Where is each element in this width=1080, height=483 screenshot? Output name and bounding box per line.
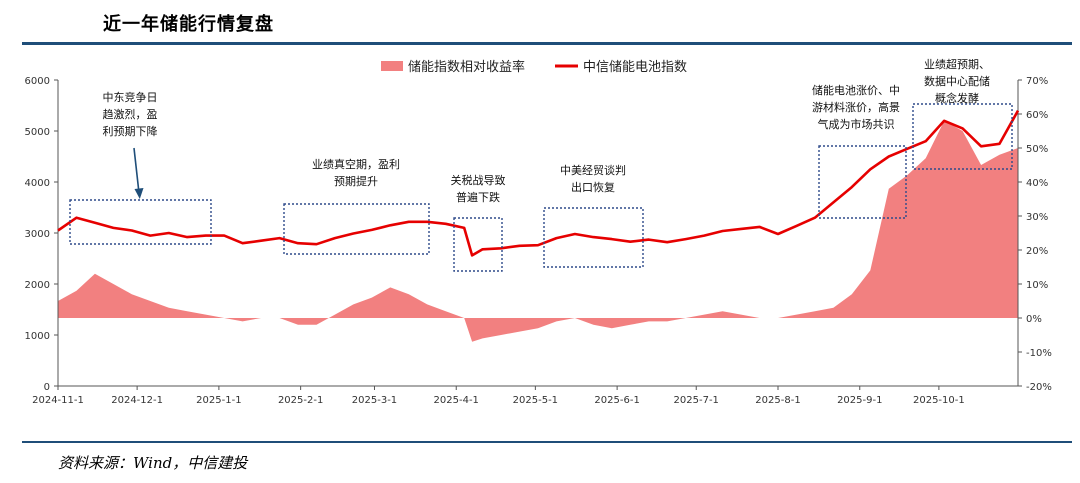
x-tick-label: 2025-5-1: [513, 395, 558, 406]
annotation-text: 普遍下跌: [456, 190, 500, 204]
index-line: [57, 109, 1020, 257]
annotation-box: [543, 207, 644, 268]
legend: 储能指数相对收益率 中信储能电池指数: [381, 59, 687, 75]
right-tick-label: 20%: [1026, 246, 1048, 257]
source-note: 资料来源：Wind，中信建投: [58, 454, 248, 472]
annotation-text: 中美经贸谈判: [560, 164, 626, 177]
annotation-text: 业绩超预期、: [924, 57, 990, 71]
right-tick-label: 40%: [1026, 178, 1048, 189]
annotation-arrowhead: [134, 188, 144, 199]
annotation-box: [912, 103, 1013, 170]
annotation-text: 游材料涨价，高景: [812, 100, 900, 114]
x-tick-label: 2025-4-1: [434, 395, 479, 406]
annotation-text: 趋激烈，盈: [103, 107, 158, 121]
legend-line-label: 中信储能电池指数: [583, 60, 687, 75]
annotation-box: [453, 217, 503, 272]
right-tick-label: 0%: [1026, 314, 1042, 325]
left-tick-label: 3000: [25, 229, 50, 240]
excess-return-area: [58, 120, 1018, 342]
right-tick-label: -10%: [1026, 348, 1052, 359]
x-tick-label: 2025-6-1: [594, 395, 639, 406]
left-tick-label: 2000: [25, 280, 50, 291]
annotation-text: 利预期下降: [103, 124, 158, 138]
left-tick-label: 6000: [25, 76, 50, 87]
annotation-text: 关税战导致: [451, 173, 506, 187]
x-tick-label: 2025-2-1: [278, 395, 323, 406]
annotation-text: 预期提升: [334, 175, 378, 188]
excess-return-area-layer: [58, 120, 1018, 342]
x-tick-label: 2025-1-1: [196, 395, 241, 406]
top-divider: [22, 42, 1072, 45]
annotation-text: 中东竞争日: [103, 90, 158, 104]
annotation-arrow: [133, 147, 140, 194]
right-tick-label: 30%: [1026, 212, 1048, 223]
x-tick-label: 2025-9-1: [837, 395, 882, 406]
legend-area-label: 储能指数相对收益率: [408, 59, 525, 75]
x-tick-label: 2025-8-1: [755, 395, 800, 406]
annotation-box: [69, 199, 212, 245]
bottom-divider: [22, 441, 1072, 443]
annotation-text: 概念发酵: [935, 91, 979, 105]
right-tick-label: 60%: [1026, 110, 1048, 121]
left-tick-label: 5000: [25, 127, 50, 138]
right-tick-label: 50%: [1026, 144, 1048, 155]
annotation-text: 出口恢复: [571, 180, 615, 194]
page-title: 近一年储能行情复盘: [103, 14, 274, 35]
left-tick-label: 4000: [25, 178, 50, 189]
chart: 0 1000 2000 3000 4000 5000 6000 -20% -10% 0% 10% 20…: [25, 57, 1052, 406]
x-tick-label: 2025-7-1: [674, 395, 719, 406]
x-tick-label: 2025-10-1: [913, 395, 965, 406]
index-line-layer: [57, 109, 1020, 257]
right-tick-label: 70%: [1026, 76, 1048, 87]
annotation-text: 数据中心配储: [924, 74, 990, 88]
annotation-text: 业绩真空期，盈利: [312, 157, 400, 171]
annotation-text: 气成为市场共识: [818, 117, 895, 131]
annotation-box: [283, 203, 430, 255]
annotation-text: 储能电池涨价、中: [812, 83, 900, 97]
x-tick-label: 2024-12-1: [111, 395, 163, 406]
annotation-box: [818, 145, 907, 219]
legend-area-swatch: [381, 61, 403, 71]
left-tick-label: 1000: [25, 331, 50, 342]
right-tick-label: 10%: [1026, 280, 1048, 291]
axes-layer: 0 1000 2000 3000 4000 5000 6000 -20% -10% 0% 10% 20…: [25, 76, 1052, 406]
x-tick-label: 2024-11-1: [32, 395, 84, 406]
x-tick-label: 2025-3-1: [352, 395, 397, 406]
left-tick-label: 0: [44, 382, 50, 393]
right-tick-label: -20%: [1026, 382, 1052, 393]
